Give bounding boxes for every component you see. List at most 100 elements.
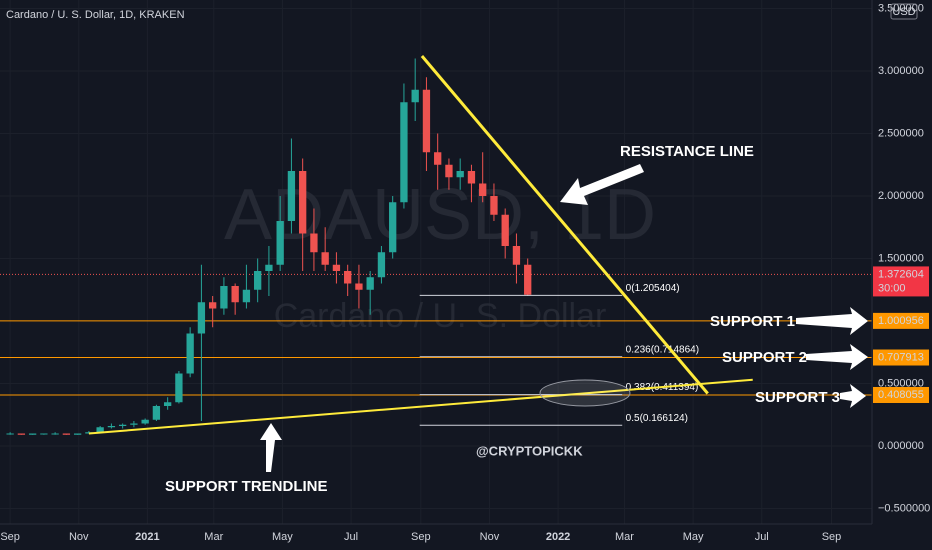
candle-body [287, 171, 296, 221]
level-label: 0.707913 [878, 351, 924, 363]
candle-body [40, 433, 48, 435]
arrow [840, 384, 866, 408]
candles [6, 58, 532, 435]
candle-body [208, 302, 217, 309]
level-tag [873, 386, 929, 403]
drawings: 0(1.205404)0.236(0.714864)0.382(0.411394… [88, 55, 753, 435]
x-tick-label: Jul [755, 531, 769, 543]
y-tick-label: 3.500000 [878, 2, 924, 14]
x-tick-label: Mar [615, 531, 634, 543]
candle-body [355, 283, 363, 290]
candle-body [524, 264, 532, 295]
candle-body [467, 171, 476, 184]
annotation: SUPPORT 3 [755, 389, 840, 406]
chart-title: Cardano / U. S. Dollar, 1D, KRAKEN [6, 9, 185, 21]
candle-body [254, 271, 262, 290]
candle-body [265, 264, 273, 271]
candle-body [175, 373, 183, 403]
annotation: SUPPORT 2 [722, 349, 807, 366]
candle-body [186, 333, 194, 374]
annotation: SUPPORT 1 [710, 313, 795, 330]
x-tick-label: Nov [480, 531, 500, 543]
y-tick-label: 1.500000 [878, 252, 924, 264]
candle-body [445, 164, 453, 178]
y-tick-label: 3.000000 [878, 65, 924, 77]
trendline [420, 55, 709, 395]
trendline [88, 378, 753, 435]
candle-body [422, 89, 431, 153]
candle-body [400, 102, 408, 203]
candle-body [434, 152, 442, 165]
candle-body [411, 89, 419, 103]
candle-body [276, 221, 284, 265]
candle-body [17, 433, 26, 435]
candle-body [6, 433, 14, 435]
candle-body [377, 252, 386, 278]
x-tick-label: Jul [344, 531, 358, 543]
fib-label: 0.5(0.166124) [626, 413, 688, 424]
arrow [806, 344, 868, 370]
candle-body [152, 406, 161, 420]
arrow [796, 307, 868, 335]
candle-body [118, 424, 127, 426]
candle-body [62, 433, 71, 435]
level-tag [873, 349, 929, 366]
candle-body [96, 427, 104, 433]
candle-body [456, 171, 464, 178]
x-tick-label: 2022 [546, 531, 570, 543]
candle-body [73, 433, 82, 435]
x-tick-label: May [272, 531, 293, 543]
y-tick-label: 2.000000 [878, 190, 924, 202]
y-tick-label: −0.500000 [878, 502, 930, 514]
level-label: 1.000956 [878, 315, 924, 327]
candle-body [310, 233, 318, 253]
candle-body [163, 402, 172, 406]
annotation: RESISTANCE LINE [620, 143, 754, 160]
x-tick-label: Sep [0, 531, 20, 543]
y-tick-label: 0.000000 [878, 440, 924, 452]
candle-body [332, 264, 341, 271]
highlight-ellipse [539, 379, 631, 407]
y-tick-label: 2.500000 [878, 127, 924, 139]
candle-body [242, 289, 251, 303]
x-tick-label: Nov [69, 531, 89, 543]
candle-body [344, 271, 352, 284]
x-tick-label: Sep [411, 531, 431, 543]
x-tick-label: May [683, 531, 704, 543]
fib-label: 0(1.205404) [626, 283, 680, 294]
candle-body [512, 246, 521, 265]
candle-body [141, 419, 149, 424]
level-tag [873, 312, 929, 329]
x-tick-label: Sep [822, 531, 842, 543]
arrow [560, 164, 644, 205]
candle-body [490, 196, 498, 215]
currency: USD [892, 6, 915, 18]
y-tick-label: 0.500000 [878, 377, 924, 389]
currency-box [890, 3, 918, 20]
candle-body [366, 277, 374, 290]
countdown: 30:00 [878, 282, 906, 294]
candle-body [389, 202, 397, 253]
candle-body [130, 423, 138, 425]
candle-body [28, 433, 37, 435]
price-tag [873, 266, 929, 297]
level-label: 0.408055 [878, 389, 924, 401]
candle-body [51, 433, 59, 435]
candle-body [299, 171, 307, 234]
candle-body [197, 302, 206, 334]
candle-body [479, 183, 487, 196]
fib-label: 0.236(0.714864) [626, 344, 699, 355]
annotation: SUPPORT TRENDLINE [165, 478, 328, 495]
candle-body [501, 214, 509, 246]
price-label: 1.372604 [878, 268, 924, 280]
x-tick-label: 2021 [135, 531, 159, 543]
candle-body [321, 252, 329, 265]
candle-body [231, 286, 239, 303]
handle: @CRYPTOPICKK [476, 443, 583, 458]
arrow [260, 423, 282, 472]
x-tick-label: Mar [204, 531, 223, 543]
watermark-subtitle: Cardano / U. S. Dollar [274, 297, 607, 335]
